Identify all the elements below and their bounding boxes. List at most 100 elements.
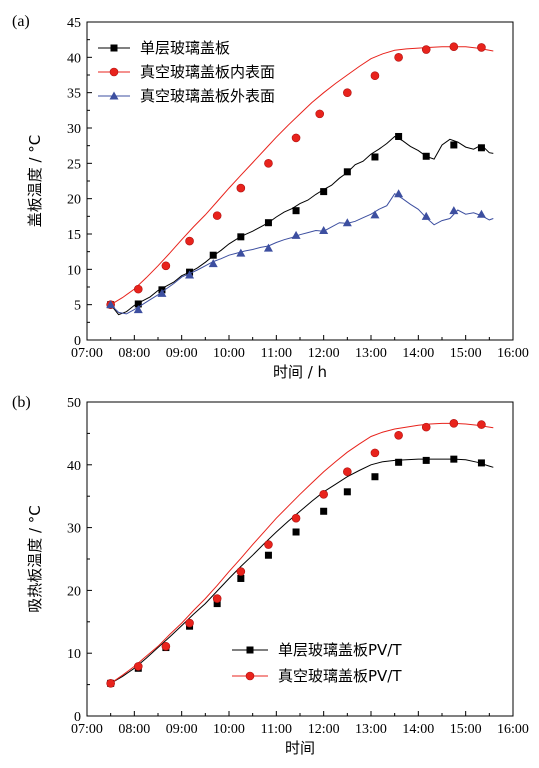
legend-label: 真空玻璃盖板外表面 — [140, 87, 275, 105]
data-point — [185, 618, 194, 628]
x-tick-label: 13:00 — [355, 722, 387, 737]
y-tick-label: 20 — [67, 193, 81, 208]
y-tick-label: 20 — [67, 584, 81, 599]
data-point — [263, 243, 273, 252]
y-tick-label: 40 — [67, 459, 81, 474]
data-point — [370, 448, 380, 458]
data-point — [133, 662, 143, 671]
series-line — [110, 422, 494, 684]
legend: 单层玻璃盖板PV/T 真空玻璃盖板PV/T — [232, 641, 402, 685]
data-point — [395, 458, 403, 466]
data-point — [134, 300, 142, 308]
x-tick-label: 14:00 — [402, 346, 434, 361]
data-point — [292, 207, 300, 215]
data-point — [477, 420, 486, 429]
data-point — [185, 270, 195, 279]
data-point — [106, 679, 115, 688]
x-tick-label: 12:00 — [308, 346, 340, 361]
data-point — [449, 419, 459, 428]
data-point — [133, 284, 143, 294]
y-tick-label: 40 — [67, 51, 81, 66]
data-point — [394, 430, 403, 440]
y-tick-label: 35 — [67, 87, 81, 102]
y-tick-label: 25 — [67, 157, 81, 172]
data-point — [371, 473, 379, 481]
data-point — [236, 248, 246, 257]
legend-marker — [245, 671, 255, 681]
data-point — [208, 259, 218, 268]
x-axis: 07:00 08:00 09:00 10:00 11:00 12:00 13:00 14:00… — [71, 711, 529, 737]
data-point — [320, 188, 328, 196]
data-point — [343, 467, 352, 477]
x-tick-label: 10:00 — [213, 346, 245, 361]
x-tick-label: 16:00 — [497, 722, 529, 737]
data-point — [264, 159, 273, 168]
data-point — [320, 507, 328, 515]
data-point — [421, 211, 431, 220]
data-point — [236, 183, 246, 193]
y-axis-title: 盖板温度 / °C — [26, 135, 44, 228]
legend-marker — [110, 44, 118, 52]
y-tick-label: 15 — [67, 228, 81, 243]
data-point — [291, 133, 301, 143]
data-point — [343, 488, 351, 496]
y-axis-title: 吸热板温度 / °C — [26, 505, 44, 613]
data-point — [264, 551, 272, 559]
y-tick-label: 45 — [67, 16, 81, 31]
x-tick-label: 14:00 — [402, 722, 434, 737]
x-tick-label: 10:00 — [213, 722, 245, 737]
data-point — [343, 168, 351, 176]
x-tick-label: 12:00 — [308, 722, 340, 737]
data-point — [477, 459, 485, 467]
y-tick-label: 0 — [74, 710, 81, 725]
x-tick-label: 08:00 — [118, 722, 150, 737]
panel-b: 07:00 08:00 09:00 10:00 11:00 12:00 13:00 14:00… — [12, 394, 529, 757]
y-tick-label: 10 — [67, 647, 81, 662]
data-point — [395, 132, 403, 140]
x-tick-label: 09:00 — [166, 346, 198, 361]
y-tick-label: 0 — [74, 334, 81, 349]
legend-label: 真空玻璃盖板PV/T — [278, 667, 402, 685]
data-point — [264, 540, 273, 549]
series-1 — [106, 42, 494, 309]
data-point — [422, 152, 430, 160]
legend-marker — [109, 91, 119, 100]
data-point — [185, 236, 194, 246]
data-point — [319, 490, 328, 499]
legend-label: 单层玻璃盖板 — [140, 39, 230, 57]
y-tick-label: 5 — [74, 299, 81, 314]
data-point — [394, 53, 403, 62]
data-point — [161, 261, 171, 271]
data-point — [477, 144, 485, 152]
panel-label: (a) — [12, 13, 30, 30]
data-point — [450, 455, 458, 463]
panel-a: 07:00 08:00 09:00 10:00 11:00 12:00 13:00 14:00… — [12, 13, 529, 381]
data-point — [449, 42, 459, 52]
x-tick-label: 11:00 — [261, 722, 292, 737]
data-point — [291, 230, 301, 239]
y-axis: 0 5 10 15 20 25 30 35 40 45 — [67, 16, 92, 349]
x-tick-label: 07:00 — [71, 722, 103, 737]
data-point — [264, 219, 272, 227]
data-point — [450, 141, 458, 149]
legend-marker — [246, 646, 254, 654]
data-point — [212, 594, 222, 603]
x-axis: 07:00 08:00 09:00 10:00 11:00 12:00 13:00 14:00… — [71, 335, 529, 361]
data-point — [236, 567, 246, 576]
panel-label: (b) — [12, 394, 31, 411]
data-point — [212, 211, 222, 220]
data-point — [157, 288, 167, 297]
data-point — [319, 225, 329, 234]
x-tick-label: 16:00 — [497, 346, 529, 361]
data-point — [343, 88, 352, 97]
data-point — [213, 600, 221, 608]
data-point — [421, 422, 431, 432]
data-point — [371, 153, 379, 161]
data-point — [422, 456, 430, 464]
data-point — [370, 210, 380, 219]
series-line — [110, 46, 494, 306]
legend-marker — [109, 67, 119, 77]
y-tick-label: 10 — [67, 263, 81, 278]
